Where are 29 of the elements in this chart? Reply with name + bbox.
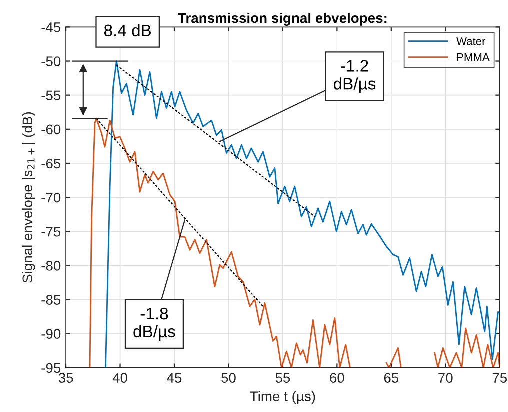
y-tick-label: -95 bbox=[42, 363, 61, 374]
x-tick-label: 65 bbox=[384, 373, 399, 383]
y-tick-label: -85 bbox=[42, 295, 61, 305]
y-tick-label: -60 bbox=[42, 124, 61, 135]
x-tick-label: 35 bbox=[58, 373, 74, 383]
x-tick-label: 45 bbox=[167, 373, 182, 383]
y-tick-label: -55 bbox=[42, 90, 61, 101]
x-tick-label: 50 bbox=[222, 373, 236, 383]
annotation: 8.4 dB bbox=[104, 24, 152, 37]
x-tick-label: 75 bbox=[492, 373, 508, 383]
y-axis-title: Signal envelope |s$_{21+}$| (dB) bbox=[22, 112, 36, 283]
y-tick-label: -45 bbox=[42, 22, 61, 32]
line-series bbox=[105, 60, 500, 368]
annotation: -1.2 dB/µs bbox=[334, 60, 376, 94]
annotation: -1.8 dB/µs bbox=[134, 308, 176, 341]
x-tick-label: 70 bbox=[438, 373, 453, 383]
y-tick-label: -90 bbox=[42, 329, 61, 340]
chart-title: Transmission signal ebvelopes: bbox=[178, 12, 387, 26]
y-tick-label: -50 bbox=[42, 56, 61, 66]
x-tick-label: 40 bbox=[112, 373, 128, 383]
x-tick-label: 55 bbox=[276, 373, 290, 383]
legend-label: Water bbox=[456, 38, 486, 46]
x-tick-label: 60 bbox=[330, 373, 344, 383]
y-tick-label: -75 bbox=[42, 227, 61, 237]
y-tick-label: -80 bbox=[42, 261, 61, 271]
legend-label: PMMA bbox=[457, 54, 490, 62]
y-tick-label: -65 bbox=[42, 158, 61, 169]
y-tick-label: -70 bbox=[42, 192, 61, 203]
x-axis-title: Time t (µs) bbox=[250, 391, 316, 404]
